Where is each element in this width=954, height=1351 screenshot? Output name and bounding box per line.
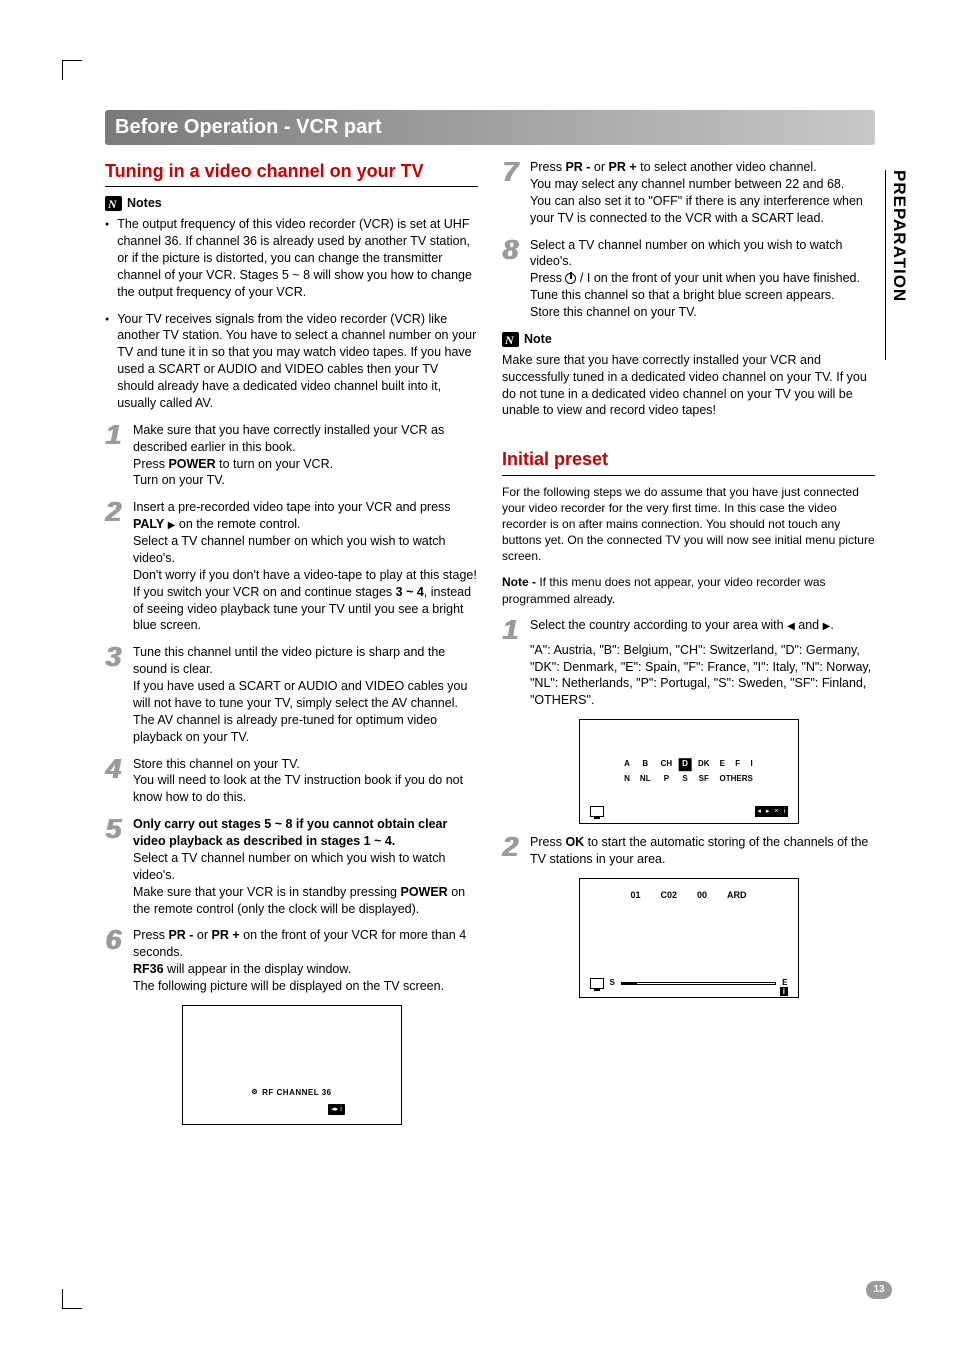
step6-line1: Press PR - or PR + on the front of your …	[133, 927, 478, 961]
step5-line3: Make sure that your VCR is in standby pr…	[133, 884, 478, 918]
crop-mark-tl	[62, 60, 82, 80]
step1-line2: Press POWER to turn on your VCR.	[133, 456, 478, 473]
note-bullet-2: Your TV receives signals from the video …	[117, 311, 478, 412]
tv-icon	[590, 806, 604, 817]
step-number-6: 6	[105, 927, 127, 995]
step8-line4: Store this channel on your TV.	[530, 304, 875, 321]
osd-country: AB CHD DKE FI NNL PS SFOTHERS ◂▸×i	[579, 719, 799, 824]
step-2: 2 Insert a pre-recorded video tape into …	[105, 499, 478, 634]
section-header: Before Operation - VCR part	[105, 110, 875, 145]
note-icon	[105, 196, 122, 211]
step-number-4: 4	[105, 756, 127, 807]
side-tab-preparation: PREPARATION	[887, 170, 910, 302]
crop-mark-bl	[62, 1289, 82, 1309]
notes-label-text: Notes	[127, 195, 162, 212]
note-label-text: Note	[524, 331, 552, 348]
left-column: Tuning in a video channel on your TV Not…	[105, 159, 478, 1125]
osd3-col1: 01	[630, 889, 640, 901]
step-number-8: 8	[502, 237, 524, 321]
right-column: 7 Press PR - or PR + to select another v…	[502, 159, 875, 1125]
istep-1: 1 Select the country according to your a…	[502, 617, 875, 709]
initial-note: Note - If this menu does not appear, you…	[502, 574, 875, 606]
step-number-1: 1	[105, 422, 127, 490]
step-4: 4 Store this channel on your TV. You wil…	[105, 756, 478, 807]
osd-autoscan: 01 C02 00 ARD S E i	[579, 878, 799, 998]
step7-line3: You can also set it to "OFF" if there is…	[530, 193, 875, 227]
step7-line2: You may select any channel number betwee…	[530, 176, 875, 193]
page-number: 13	[866, 1281, 892, 1299]
osd3-i: i	[780, 987, 787, 996]
initial-preset-title: Initial preset	[502, 447, 875, 475]
country-grid: AB CHD DKE FI NNL PS SFOTHERS	[618, 756, 759, 788]
nav-pills: ◂▸×i	[755, 806, 788, 817]
step7-line1: Press PR - or PR + to select another vid…	[530, 159, 875, 176]
side-divider	[885, 170, 886, 360]
power-icon	[565, 273, 576, 284]
istep1-line2: "A": Austria, "B": Belgium, "CH": Switze…	[530, 642, 875, 710]
step-number-7: 7	[502, 159, 524, 227]
osd-nav-pill: ◂▸ i	[328, 1104, 345, 1115]
osd3-col4: ARD	[727, 889, 747, 901]
note-body: Make sure that you have correctly instal…	[502, 352, 875, 420]
istep-number-1: 1	[502, 617, 524, 709]
step-6: 6 Press PR - or PR + on the front of you…	[105, 927, 478, 995]
step-5: 5 Only carry out stages 5 ~ 8 if you can…	[105, 816, 478, 917]
osd3-col2: C02	[660, 889, 677, 901]
step1-line1: Make sure that you have correctly instal…	[133, 422, 478, 456]
step8-line2: Press / I on the front of your unit when…	[530, 270, 875, 287]
note-bullet-1: The output frequency of this video recor…	[117, 216, 478, 300]
note-heading-single: Note	[502, 331, 875, 348]
step5-line2: Select a TV channel number on which you …	[133, 850, 478, 884]
istep-2: 2 Press OK to start the automatic storin…	[502, 834, 875, 868]
step4-line1: Store this channel on your TV.	[133, 756, 478, 773]
step2-line3: Don't worry if you don't have a video-ta…	[133, 567, 478, 635]
progress-bar	[621, 982, 776, 985]
step-8: 8 Select a TV channel number on which yo…	[502, 237, 875, 321]
step-number-2: 2	[105, 499, 127, 634]
step-1: 1 Make sure that you have correctly inst…	[105, 422, 478, 490]
step3-line1: Tune this channel until the video pictur…	[133, 644, 478, 678]
step6-line3: The following picture will be displayed …	[133, 978, 478, 995]
step-3: 3 Tune this channel until the video pict…	[105, 644, 478, 745]
notes-heading: Notes	[105, 195, 478, 212]
step-7: 7 Press PR - or PR + to select another v…	[502, 159, 875, 227]
tuning-title: Tuning in a video channel on your TV	[105, 159, 478, 187]
step2-line1: Insert a pre-recorded video tape into yo…	[133, 499, 478, 533]
osd-rf-channel: ⚙ RF CHANNEL 36 ◂▸ i	[182, 1005, 402, 1125]
step-number-3: 3	[105, 644, 127, 745]
step2-line2: Select a TV channel number on which you …	[133, 533, 478, 567]
note-icon	[502, 332, 519, 347]
notes-list: The output frequency of this video recor…	[105, 216, 478, 412]
step3-line2: If you have used a SCART or AUDIO and VI…	[133, 678, 478, 746]
step8-line3: Tune this channel so that a bright blue …	[530, 287, 875, 304]
step1-line3: Turn on your TV.	[133, 472, 478, 489]
content-columns: Tuning in a video channel on your TV Not…	[105, 159, 875, 1125]
istep-number-2: 2	[502, 834, 524, 868]
step4-line2: You will need to look at the TV instruct…	[133, 772, 478, 806]
istep1-line1: Select the country according to your are…	[530, 617, 875, 634]
step8-line1: Select a TV channel number on which you …	[530, 237, 875, 271]
step5-bold: Only carry out stages 5 ~ 8 if you canno…	[133, 816, 478, 850]
initial-intro: For the following steps we do assume tha…	[502, 484, 875, 565]
tv-icon	[590, 978, 604, 989]
osd3-col3: 00	[697, 889, 707, 901]
istep2-line1: Press OK to start the automatic storing …	[530, 834, 875, 868]
osd3-s: S	[610, 978, 615, 989]
osd-rf-row: ⚙ RF CHANNEL 36	[251, 1088, 331, 1099]
step-number-5: 5	[105, 816, 127, 917]
step6-line2: RF36 will appear in the display window.	[133, 961, 478, 978]
